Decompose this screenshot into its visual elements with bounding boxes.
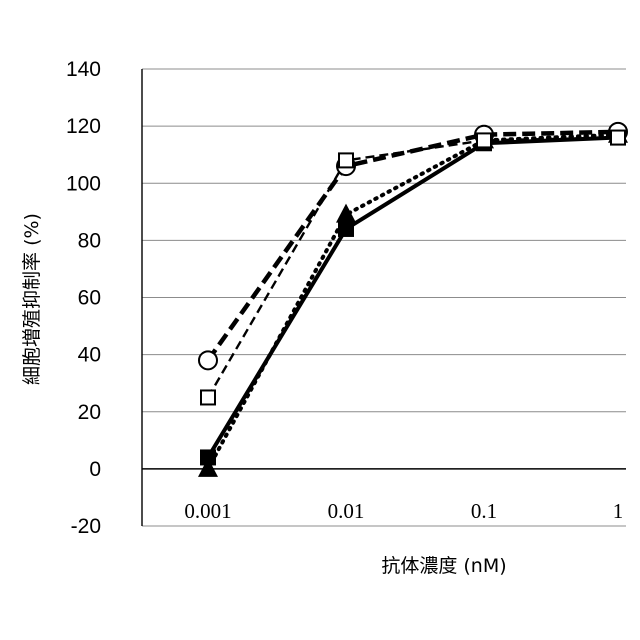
- y-tick-label: -20: [71, 515, 101, 538]
- y-tick-label: 40: [78, 344, 101, 367]
- y-tick-label: 20: [78, 401, 101, 424]
- y-tick-label: 120: [66, 115, 101, 138]
- data-point: [338, 221, 354, 237]
- y-tick-label: 0: [89, 458, 101, 481]
- y-tick-label: 100: [66, 172, 101, 195]
- y-tick-label: 60: [78, 287, 101, 310]
- data-point: [336, 204, 356, 223]
- data-point: [201, 390, 215, 404]
- data-point: [199, 351, 217, 369]
- series-markers: [198, 123, 628, 477]
- series-line-3: [208, 132, 618, 361]
- x-tick-label: 0.001: [184, 499, 231, 523]
- y-axis-title: 細胞増殖抑制率 (%): [21, 213, 43, 385]
- series-line-2: [208, 135, 618, 469]
- y-tick-label: 140: [66, 58, 101, 81]
- x-tick-label: 0.01: [328, 499, 365, 523]
- data-point: [339, 153, 353, 167]
- y-tick-label: 80: [78, 229, 101, 252]
- series-lines: [208, 132, 618, 469]
- x-tick-labels: 0.001 0.01 0.1 1: [184, 499, 623, 523]
- data-point: [611, 131, 625, 145]
- x-tick-label: 0.1: [471, 499, 497, 523]
- x-axis-title: 抗体濃度 (nM): [381, 555, 506, 577]
- x-tick-label: 1: [613, 499, 624, 523]
- y-tick-labels: 140 120 100 80 60 40 20 0 -20: [66, 58, 101, 538]
- data-point: [477, 133, 491, 147]
